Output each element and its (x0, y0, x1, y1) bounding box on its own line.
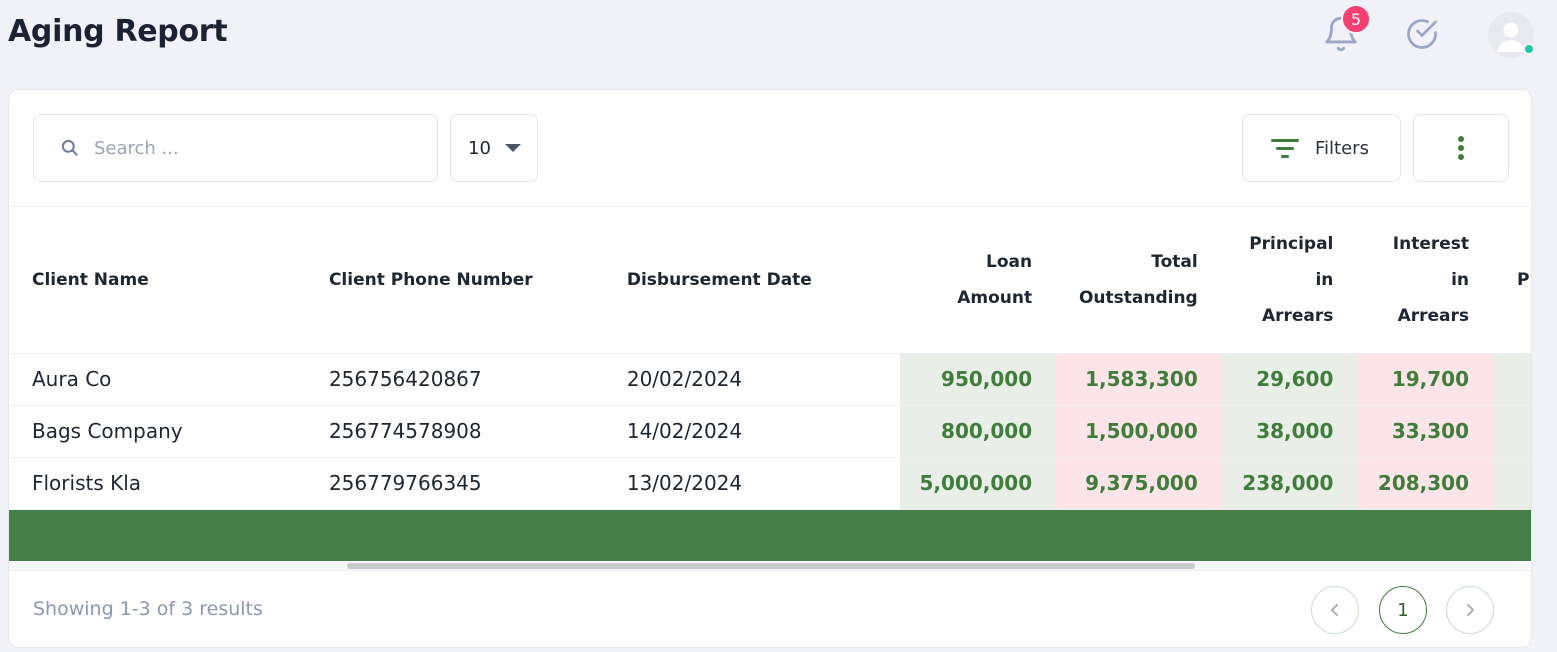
more-vertical-icon (1458, 136, 1464, 160)
tasks-check-icon[interactable] (1404, 16, 1440, 52)
total-outstanding-cell: 9,375,000 (1056, 457, 1222, 510)
filter-icon (1271, 139, 1299, 158)
loan-amount-cell: 800,000 (900, 405, 1057, 458)
truncated-cell (1493, 457, 1531, 510)
page-size-value: 10 (468, 137, 491, 159)
table-row[interactable]: Florists Kla 256779766345 13/02/2024 5,0… (9, 457, 1531, 510)
aging-table-container: Client Name Client Phone Number Disburse… (9, 206, 1531, 562)
results-summary: Showing 1-3 of 3 results (33, 598, 263, 620)
chevron-down-icon (504, 144, 521, 152)
total-outstanding-cell: 1,500,000 (1056, 405, 1222, 458)
column-header-loan-amount[interactable]: Loan Amount (900, 207, 1057, 354)
chevron-left-icon (1331, 604, 1338, 616)
principal-arrears-cell: 38,000 (1221, 405, 1358, 458)
aging-table: Client Name Client Phone Number Disburse… (9, 207, 1531, 561)
client-phone-cell: 256756420867 (305, 353, 604, 406)
report-card: 10 Filters Client Name Cli (8, 89, 1532, 648)
more-options-button[interactable] (1413, 114, 1509, 182)
client-phone-cell: 256774578908 (305, 405, 604, 458)
filters-label: Filters (1315, 137, 1369, 159)
disbursement-date-cell: 20/02/2024 (603, 353, 901, 406)
table-row[interactable]: Aura Co 256756420867 20/02/2024 950,000 … (9, 353, 1531, 406)
totals-row-bar (9, 509, 1531, 561)
page-size-select[interactable]: 10 (450, 114, 538, 182)
totals-row (9, 509, 1531, 561)
interest-arrears-cell: 208,300 (1357, 457, 1494, 510)
interest-arrears-cell: 19,700 (1357, 353, 1494, 406)
user-avatar[interactable] (1488, 12, 1534, 58)
client-name-cell: Florists Kla (9, 457, 306, 510)
user-silhouette-icon (1497, 22, 1525, 52)
table-row[interactable]: Bags Company 256774578908 14/02/2024 800… (9, 405, 1531, 458)
notification-count-badge: 5 (1341, 4, 1371, 34)
column-header-principal-in-arrears[interactable]: Principal in Arrears (1221, 207, 1358, 354)
principal-arrears-cell: 29,600 (1221, 353, 1358, 406)
total-outstanding-cell: 1,583,300 (1056, 353, 1222, 406)
horizontal-scrollbar[interactable] (9, 562, 1531, 570)
client-name-cell: Bags Company (9, 405, 306, 458)
column-header-client-phone[interactable]: Client Phone Number (305, 207, 604, 354)
loan-amount-cell: 950,000 (900, 353, 1057, 406)
column-header-client-name[interactable]: Client Name (9, 207, 306, 354)
truncated-cell (1493, 405, 1531, 458)
online-status-dot (1523, 43, 1535, 55)
search-box[interactable] (33, 114, 438, 182)
search-input[interactable] (94, 137, 414, 159)
scrollbar-thumb[interactable] (347, 563, 1195, 569)
principal-arrears-cell: 238,000 (1221, 457, 1358, 510)
column-header-total-outstanding[interactable]: Total Outstanding (1056, 207, 1222, 354)
table-header-row: Client Name Client Phone Number Disburse… (9, 207, 1531, 354)
previous-page-button[interactable] (1311, 586, 1359, 634)
client-name-cell: Aura Co (9, 353, 306, 406)
column-header-disbursement-date[interactable]: Disbursement Date (603, 207, 901, 354)
disbursement-date-cell: 13/02/2024 (603, 457, 901, 510)
page-title: Aging Report (8, 14, 228, 49)
filters-button[interactable]: Filters (1242, 114, 1401, 182)
disbursement-date-cell: 14/02/2024 (603, 405, 901, 458)
next-page-button[interactable] (1446, 586, 1494, 634)
loan-amount-cell: 5,000,000 (900, 457, 1057, 510)
client-phone-cell: 256779766345 (305, 457, 604, 510)
truncated-cell (1493, 353, 1531, 406)
footer-divider (9, 570, 1531, 571)
chevron-right-icon (1467, 604, 1474, 616)
column-header-interest-in-arrears[interactable]: Interest in Arrears (1357, 207, 1494, 354)
column-header-truncated[interactable]: P (1493, 207, 1531, 354)
interest-arrears-cell: 33,300 (1357, 405, 1494, 458)
page-1-button[interactable]: 1 (1379, 586, 1427, 634)
search-icon (61, 139, 78, 156)
